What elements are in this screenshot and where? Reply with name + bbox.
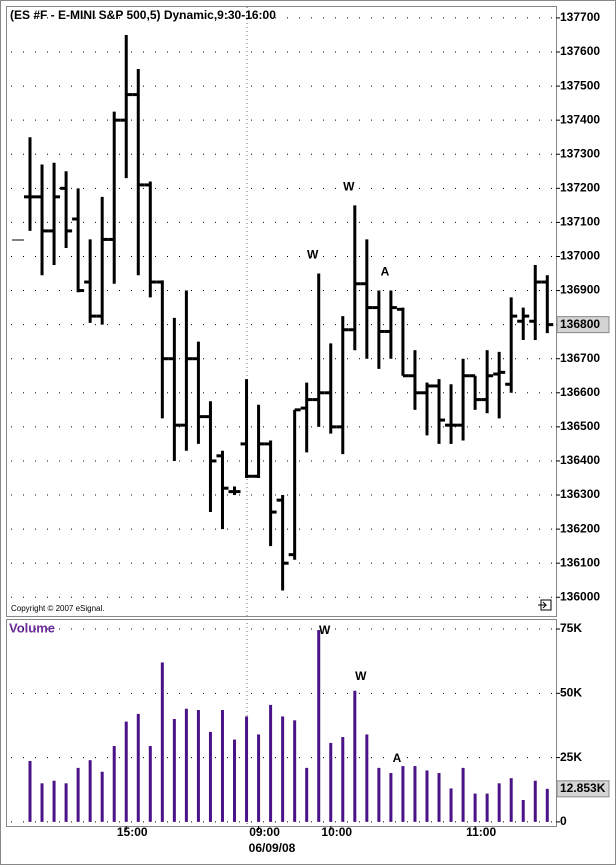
y-tick-label: 0 (560, 814, 567, 828)
volume-bar (28, 760, 32, 822)
volume-bar (148, 746, 152, 822)
annotation: W (355, 669, 367, 683)
last-value-box (556, 316, 610, 334)
y-tick-label: 137500 (560, 78, 600, 92)
y-tick-label: 137000 (560, 249, 600, 263)
volume-bar (461, 767, 465, 822)
volume-bar (269, 704, 273, 822)
volume-title: Volume (9, 620, 55, 635)
esignal-icon (538, 599, 552, 611)
copyright: Copyright © 2007 eSignal. (11, 604, 105, 613)
volume-bar (353, 690, 357, 822)
volume-bar (100, 771, 104, 822)
volume-bar (413, 766, 417, 822)
y-tick-label: 137100 (560, 215, 600, 229)
y-tick-label: 75K (560, 621, 582, 635)
volume-bar (257, 734, 261, 822)
volume-bar (40, 783, 44, 822)
y-tick-label: 136100 (560, 555, 600, 569)
volume-bar (509, 778, 513, 822)
annotation: W (319, 623, 331, 637)
volume-bar (136, 713, 140, 822)
y-tick-label: 136600 (560, 385, 600, 399)
volume-bar (245, 716, 249, 822)
volume-bar (365, 734, 369, 822)
volume-bar (112, 746, 116, 822)
volume-bar (281, 716, 285, 822)
volume-bar (233, 739, 237, 822)
annotation: W (307, 248, 319, 262)
y-tick-label: 137700 (560, 10, 600, 24)
annotation: A (381, 265, 390, 279)
volume-bar (473, 793, 477, 822)
volume-bar (401, 766, 405, 822)
volume-pane (6, 619, 557, 827)
y-tick-label: 137600 (560, 44, 600, 58)
volume-bar (208, 731, 212, 822)
y-tick-label: 136700 (560, 351, 600, 365)
volume-bar (545, 788, 549, 822)
x-tick-label: 10:00 (321, 825, 352, 839)
volume-bar (329, 742, 333, 822)
last-value-label: 12.853K (560, 781, 606, 795)
volume-bar (389, 773, 393, 822)
volume-bar (184, 708, 188, 822)
y-tick-label: 50K (560, 685, 582, 699)
volume-bar (76, 767, 80, 822)
volume-bar (220, 710, 224, 822)
y-tick-label: 136000 (560, 589, 600, 603)
y-tick-label: 137300 (560, 146, 600, 160)
x-tick-label: 09:00 (249, 825, 280, 839)
annotation: A (393, 751, 402, 765)
volume-bar (64, 783, 68, 822)
volume-bar (88, 760, 92, 822)
volume-bar (341, 737, 345, 822)
volume-bar (317, 630, 321, 822)
volume-bar (449, 788, 453, 822)
annotation: W (343, 180, 355, 194)
volume-bar (52, 780, 56, 822)
volume-bar (293, 720, 297, 822)
volume-bar (521, 800, 525, 822)
y-tick-label: 136300 (560, 487, 600, 501)
y-tick-label: 137200 (560, 180, 600, 194)
volume-bar (124, 721, 128, 822)
chart-title: (ES #F - E-MINI S&P 500,5) Dynamic,9:30-… (10, 8, 276, 22)
volume-bar (485, 793, 489, 822)
volume-bar (377, 767, 381, 822)
volume-bar (533, 780, 537, 822)
x-tick-label: 15:00 (117, 825, 148, 839)
volume-bar (160, 662, 164, 822)
volume-bar (425, 770, 429, 822)
volume-bar (172, 719, 176, 822)
y-tick-label: 25K (560, 750, 582, 764)
last-value-box (556, 780, 610, 798)
volume-bar (497, 783, 501, 822)
y-tick-label: 136200 (560, 521, 600, 535)
last-value-label: 136800 (560, 317, 600, 331)
y-tick-label: 136900 (560, 283, 600, 297)
date-label: 06/09/08 (249, 841, 296, 855)
x-tick-label: 11:00 (466, 825, 496, 839)
volume-bar (196, 710, 200, 822)
price-pane (6, 6, 557, 617)
y-tick-label: 136500 (560, 419, 600, 433)
y-tick-label: 137400 (560, 112, 600, 126)
y-tick-label: 136400 (560, 453, 600, 467)
volume-bar (305, 767, 309, 822)
volume-bar (437, 773, 441, 822)
